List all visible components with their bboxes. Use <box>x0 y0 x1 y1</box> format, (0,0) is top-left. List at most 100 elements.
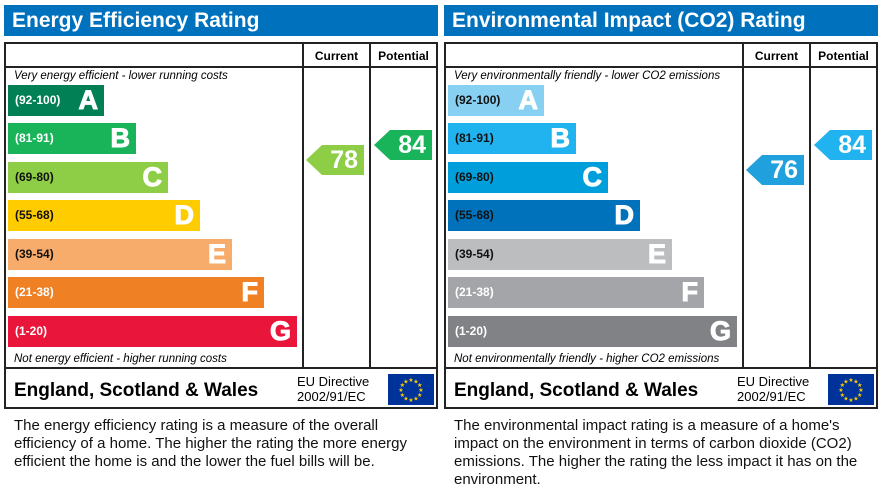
band-letter: D <box>174 200 194 231</box>
band-letter: B <box>110 123 130 154</box>
band-range: (55-68) <box>455 208 494 222</box>
star-icon: ★ <box>843 378 848 385</box>
column-header-current: Current <box>314 49 359 63</box>
eu-flag-icon: ★★★★★★★★★ ★ ★★ <box>388 374 434 405</box>
band-range: (55-68) <box>15 208 54 222</box>
top-note: Very environmentally friendly - lower CO… <box>454 70 721 82</box>
band-f: (21-38) F <box>448 277 704 308</box>
band-range: (92-100) <box>15 93 61 107</box>
star-icon: ★ <box>853 396 858 403</box>
band-range: (69-80) <box>455 170 494 184</box>
chart-title: Environmental Impact (CO2) Rating <box>444 5 878 36</box>
band-letter: C <box>142 162 162 193</box>
top-note: Very energy efficient - lower running co… <box>14 70 228 82</box>
directive-line: EU Directive <box>737 374 810 389</box>
star-icon: ★ <box>848 377 853 384</box>
column-header-potential: Potential <box>378 49 429 63</box>
divider <box>809 44 811 369</box>
band-letter: E <box>207 239 226 270</box>
band-range: (39-54) <box>15 247 54 261</box>
band-letter: C <box>582 162 602 193</box>
band-range: (81-91) <box>455 131 494 145</box>
band-range: (39-54) <box>455 247 494 261</box>
star-icon: ★ <box>840 382 845 389</box>
band-range: (21-38) <box>455 285 494 299</box>
band-range: (81-91) <box>15 131 54 145</box>
band-g: (1-20) G <box>8 316 297 347</box>
star-icon: ★ <box>857 382 862 389</box>
band-f: (21-38) F <box>8 277 264 308</box>
divider <box>369 44 371 369</box>
star-icon: ★ <box>857 392 862 399</box>
divider <box>446 367 876 369</box>
band-range: (1-20) <box>455 324 488 338</box>
rating-table: Current Potential Very energy efficient … <box>4 42 438 409</box>
band-letter: G <box>709 316 731 347</box>
star-icon: ★ <box>413 396 418 403</box>
divider <box>742 44 744 369</box>
band-b: (81-91) B <box>8 123 136 154</box>
band-d: (55-68) D <box>448 200 640 231</box>
band-e: (39-54) E <box>448 239 672 270</box>
star-icon: ★ <box>400 382 405 389</box>
directive-line: 2002/91/EC <box>297 389 366 404</box>
band-a: (92-100) A <box>8 85 104 116</box>
divider <box>6 66 436 68</box>
current-rating-arrow: 78 <box>306 145 364 175</box>
band-range: (21-38) <box>15 285 54 299</box>
band-a: (92-100) A <box>448 85 544 116</box>
star-icon: ★ <box>403 378 408 385</box>
star-icon: ★ <box>408 377 413 384</box>
chart-title: Energy Efficiency Rating <box>4 5 438 36</box>
eu-directive: EU Directive 2002/91/EC <box>737 374 809 404</box>
star-icon: ★ <box>840 392 845 399</box>
divider <box>6 367 436 369</box>
chart-description: The energy efficiency rating is a measur… <box>14 417 408 470</box>
band-d: (55-68) D <box>8 200 200 231</box>
band-c: (69-80) C <box>448 162 608 193</box>
column-header-potential: Potential <box>818 49 869 63</box>
band-g: (1-20) G <box>448 316 737 347</box>
star-icon: ★ <box>853 378 858 385</box>
band-range: (69-80) <box>15 170 54 184</box>
eu-directive: EU Directive 2002/91/EC <box>297 374 369 404</box>
column-header-current: Current <box>754 49 799 63</box>
environmental-impact-chart: Environmental Impact (CO2) Rating Curren… <box>444 0 878 493</box>
band-range: (92-100) <box>455 93 501 107</box>
eu-flag-icon: ★★★★★★★★★ ★ ★★ <box>828 374 874 405</box>
directive-line: EU Directive <box>297 374 370 389</box>
band-letter: A <box>518 85 538 116</box>
star-icon: ★ <box>398 387 403 394</box>
band-letter: E <box>647 239 666 270</box>
star-icon: ★ <box>843 396 848 403</box>
bottom-note: Not energy efficient - higher running co… <box>14 353 227 365</box>
band-c: (69-80) C <box>8 162 168 193</box>
star-icon: ★ <box>400 392 405 399</box>
band-letter: G <box>269 316 291 347</box>
region-label: England, Scotland & Wales <box>14 380 259 401</box>
star-icon: ★ <box>858 387 863 394</box>
star-icon: ★ <box>417 392 422 399</box>
bottom-note: Not environmentally friendly - higher CO… <box>454 353 720 365</box>
star-icon: ★ <box>408 397 413 404</box>
band-range: (1-20) <box>15 324 48 338</box>
band-letter: A <box>78 85 98 116</box>
star-icon: ★ <box>417 382 422 389</box>
star-icon: ★ <box>418 387 423 394</box>
band-b: (81-91) B <box>448 123 576 154</box>
band-letter: D <box>614 200 634 231</box>
region-label: England, Scotland & Wales <box>454 380 699 401</box>
band-letter: F <box>681 277 698 308</box>
potential-rating-arrow: 84 <box>814 130 872 160</box>
star-icon: ★ <box>838 387 843 394</box>
directive-line: 2002/91/EC <box>737 389 806 404</box>
band-e: (39-54) E <box>8 239 232 270</box>
star-icon: ★ <box>848 397 853 404</box>
divider <box>446 66 876 68</box>
current-rating-arrow: 76 <box>746 155 804 185</box>
star-icon: ★ <box>413 378 418 385</box>
divider <box>302 44 304 369</box>
band-letter: B <box>550 123 570 154</box>
potential-rating-arrow: 84 <box>374 130 432 160</box>
chart-description: The environmental impact rating is a mea… <box>454 417 858 488</box>
